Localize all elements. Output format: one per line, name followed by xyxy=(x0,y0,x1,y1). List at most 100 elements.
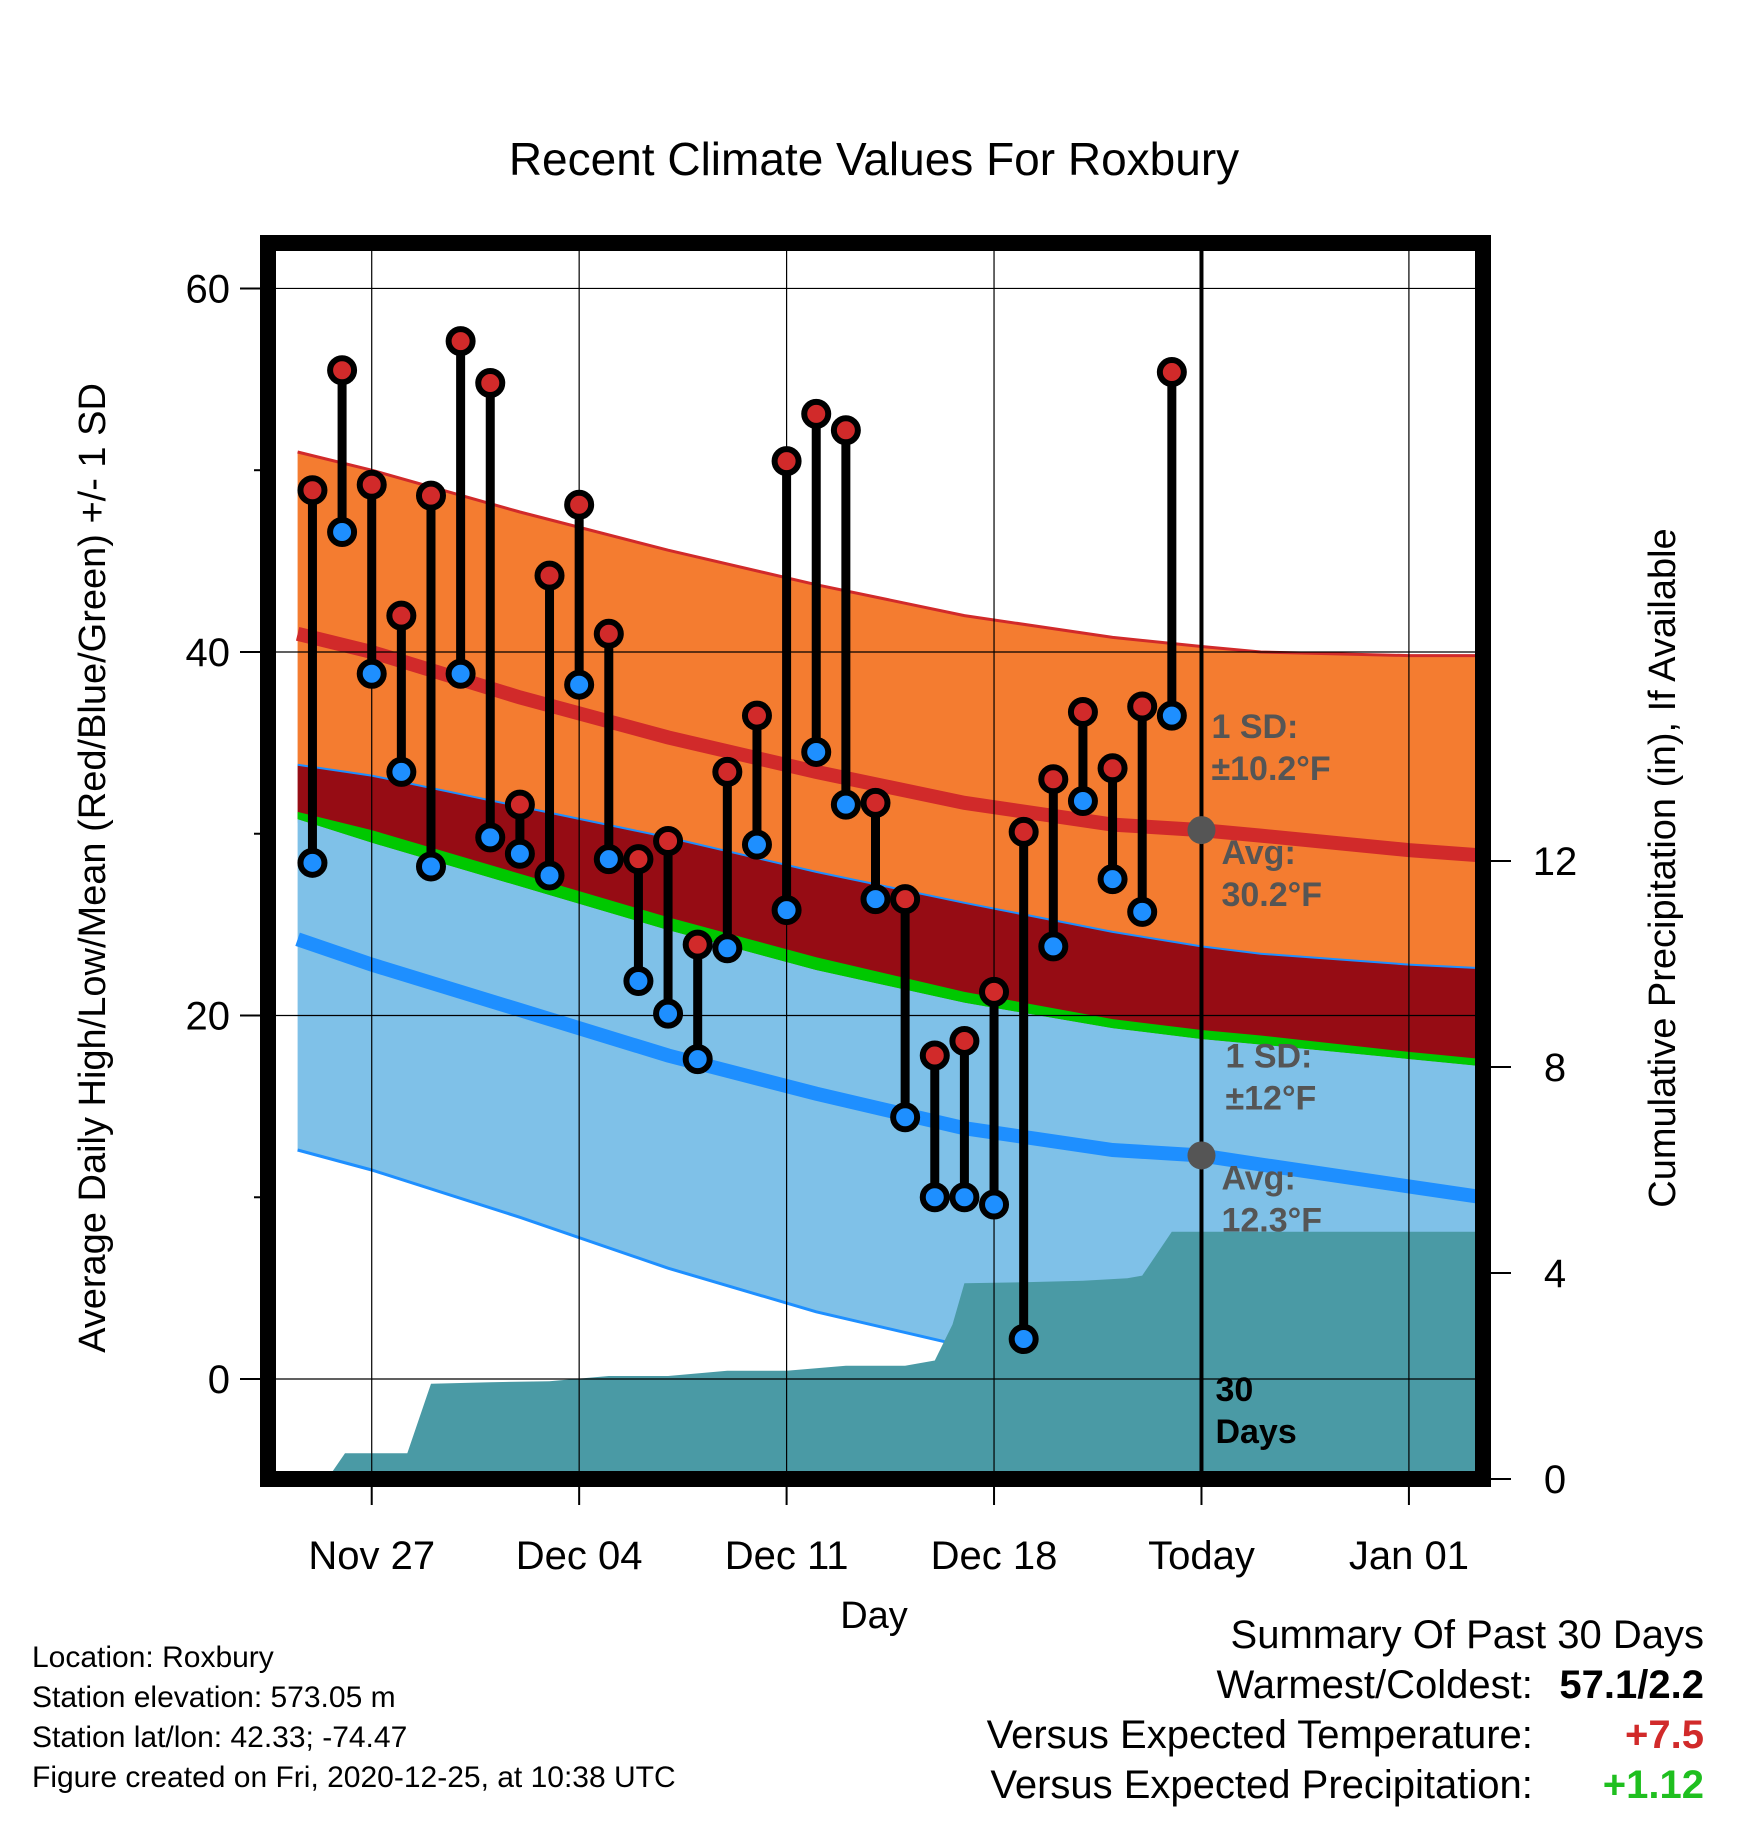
day-high-point xyxy=(1156,357,1187,388)
low-sd-label-line: ±12°F xyxy=(1225,1079,1316,1117)
day-high-point xyxy=(890,884,921,915)
day-high-point xyxy=(386,600,417,631)
day-low-point xyxy=(534,860,565,891)
low-avg-label-line: Avg: xyxy=(1221,1159,1295,1197)
high-avg-label: Avg: 30.2°F xyxy=(1221,834,1322,914)
precip-label: Versus Expected Precipitation: xyxy=(990,1763,1533,1807)
day-low-point xyxy=(445,658,476,689)
day-low-point xyxy=(949,1182,980,1213)
info-created: Figure created on Fri, 2020-12-25, at 10… xyxy=(32,1761,676,1794)
chart-title: Recent Climate Values For Roxbury xyxy=(509,133,1239,185)
day-high-point xyxy=(623,844,654,875)
x-tick-label: Today xyxy=(1148,1534,1255,1578)
day-high-point xyxy=(534,560,565,591)
day-low-point xyxy=(623,965,654,996)
day-high-point xyxy=(356,469,387,500)
day-high-point xyxy=(653,826,684,857)
summary-warmest-row: Warmest/Coldest: 57.1/2.2 xyxy=(987,1660,1705,1710)
day-high-point xyxy=(712,756,743,787)
high-sd-label: 1 SD: ±10.2°F xyxy=(1211,708,1330,788)
day-low-point xyxy=(327,517,358,548)
day-low-point xyxy=(1127,896,1158,927)
y-tick-label-left: 60 xyxy=(186,267,231,311)
day-low-point xyxy=(1038,931,1069,962)
day-low-point xyxy=(1067,786,1098,817)
plot-content: 1 SD: ±10.2°F Avg: 30.2°F 1 SD: ±12°F Avg: 12.3… xyxy=(268,243,1483,1479)
day-high-point xyxy=(297,475,328,506)
day-low-point xyxy=(415,851,446,882)
low-avg-label-line: 12.3°F xyxy=(1221,1201,1322,1239)
day-low-point xyxy=(1008,1324,1039,1355)
days-label-line: 30 xyxy=(1215,1371,1253,1409)
day-high-point xyxy=(504,789,535,820)
x-tick-label: Dec 11 xyxy=(725,1534,849,1578)
x-tick-label: Dec 18 xyxy=(931,1534,1058,1578)
day-low-point xyxy=(1097,864,1128,895)
day-low-point xyxy=(801,736,832,767)
high-lower-line xyxy=(297,763,1483,970)
day-high-point xyxy=(564,489,595,520)
day-low-point xyxy=(564,669,595,700)
day-low-point xyxy=(771,895,802,926)
summary-temp-row: Versus Expected Temperature: +7.5 xyxy=(987,1710,1704,1760)
high-avg-label-line: 30.2°F xyxy=(1221,876,1322,914)
x-axis-label: Day xyxy=(840,1595,908,1637)
y-axis-label-left: Average Daily High/Low/Mean (Red/Blue/Gr… xyxy=(72,383,114,1353)
days-label-line: Days xyxy=(1215,1413,1296,1451)
y-tick-label-left: 0 xyxy=(208,1358,230,1402)
temp-label: Versus Expected Temperature: xyxy=(986,1713,1533,1757)
y-tick-label-left: 40 xyxy=(186,631,231,675)
day-high-point xyxy=(801,398,832,429)
y-tick-label-right: 12 xyxy=(1533,840,1578,884)
day-low-point xyxy=(504,838,535,869)
day-high-point xyxy=(830,415,861,446)
high-sd-label-line: ±10.2°F xyxy=(1211,750,1330,788)
temp-value: +7.5 xyxy=(1625,1713,1704,1757)
day-high-point xyxy=(1008,816,1039,847)
day-low-point xyxy=(890,1102,921,1133)
summary-panel: Summary Of Past 30 Days Warmest/Coldest:… xyxy=(987,1610,1704,1810)
y-tick-label-left: 20 xyxy=(186,995,231,1039)
precip-value: +1.12 xyxy=(1602,1763,1704,1807)
day-low-point xyxy=(593,844,624,875)
mean-band xyxy=(297,764,1483,1067)
x-tick-label: Jan 01 xyxy=(1349,1534,1469,1578)
y-tick-label-right: 0 xyxy=(1544,1458,1566,1502)
day-low-point xyxy=(356,658,387,689)
day-high-point xyxy=(1067,696,1098,727)
day-low-point xyxy=(919,1182,950,1213)
high-sd-band xyxy=(297,452,1483,969)
day-low-point xyxy=(712,933,743,964)
day-low-point xyxy=(1156,700,1187,731)
day-high-point xyxy=(475,367,506,398)
precip-area xyxy=(297,1231,1483,1479)
day-high-point xyxy=(327,355,358,386)
day-low-point xyxy=(682,1044,713,1075)
day-high-point xyxy=(1038,764,1069,795)
summary-precip-row: Versus Expected Precipitation: +1.12 xyxy=(987,1760,1704,1810)
info-elevation: Station elevation: 573.05 m xyxy=(32,1681,396,1714)
day-low-point xyxy=(830,789,861,820)
high-avg-label-line: Avg: xyxy=(1221,834,1295,872)
day-high-point xyxy=(1097,753,1128,784)
days-label: 30 Days xyxy=(1215,1371,1296,1451)
warmest-label: Warmest/Coldest: xyxy=(1216,1663,1533,1707)
info-latlon: Station lat/lon: 42.33; -74.47 xyxy=(32,1721,408,1754)
low-sd-label-line: 1 SD: xyxy=(1225,1037,1312,1075)
day-high-point xyxy=(919,1040,950,1071)
day-high-point xyxy=(593,618,624,649)
y-tick-label-right: 8 xyxy=(1544,1046,1566,1090)
day-high-point xyxy=(682,929,713,960)
day-low-point xyxy=(860,884,891,915)
low-sd-label: 1 SD: ±12°F xyxy=(1225,1037,1316,1117)
day-low-point xyxy=(386,756,417,787)
high-sd-label-line: 1 SD: xyxy=(1211,708,1298,746)
x-tick-label: Dec 04 xyxy=(516,1534,643,1578)
day-high-point xyxy=(979,976,1010,1007)
low-avg-label: Avg: 12.3°F xyxy=(1221,1159,1322,1239)
warmest-value: 57.1/2.2 xyxy=(1559,1663,1704,1707)
day-low-point xyxy=(297,847,328,878)
y-tick-label-right: 4 xyxy=(1544,1252,1566,1296)
day-low-point xyxy=(979,1189,1010,1220)
